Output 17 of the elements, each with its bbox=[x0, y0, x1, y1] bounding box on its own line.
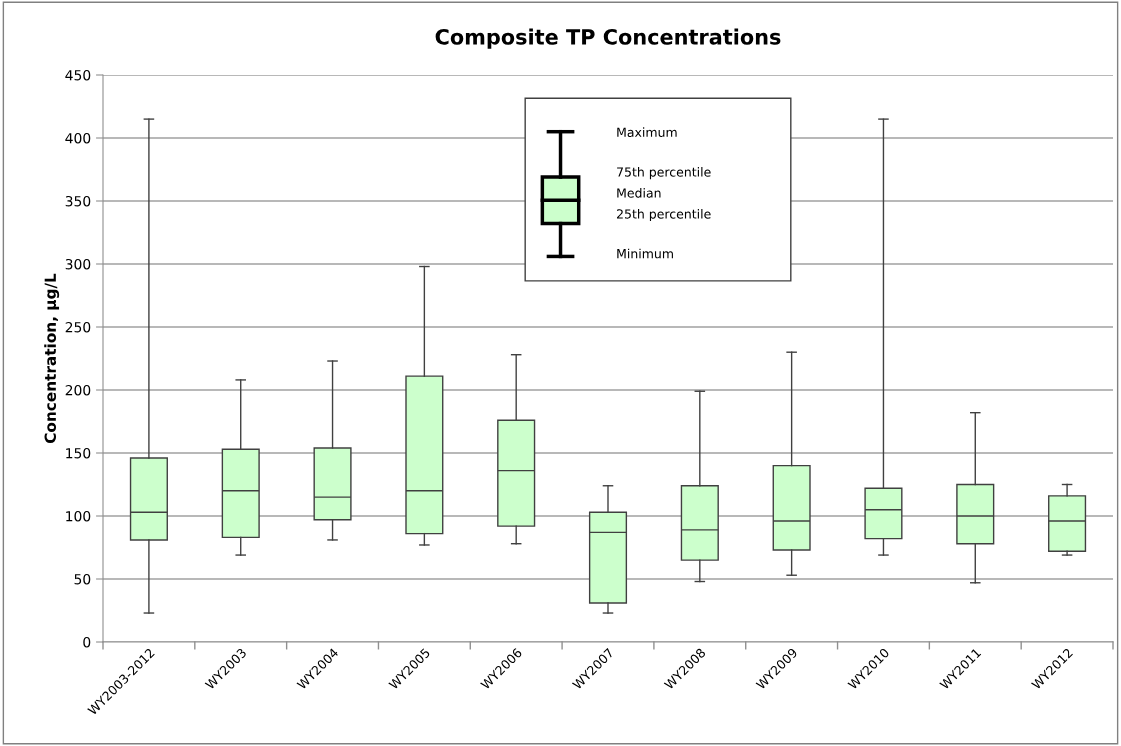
y-tick-label: 50 bbox=[74, 573, 91, 585]
y-axis-title: Concentration, µg/L bbox=[44, 273, 60, 444]
y-tick-label: 150 bbox=[66, 447, 91, 459]
annotation: Minimum bbox=[617, 248, 673, 259]
y-tick-label: 350 bbox=[65, 195, 91, 207]
y-tick-label: 450 bbox=[65, 69, 91, 81]
y-tick-label: 0 bbox=[83, 636, 91, 648]
annotation: Median bbox=[617, 188, 661, 198]
y-tick-label: 300 bbox=[65, 258, 91, 270]
annotation: Maximum bbox=[617, 127, 677, 138]
y-tick-label: 100 bbox=[66, 510, 91, 522]
annotation: 25th percentile bbox=[617, 209, 711, 222]
annotation: 75th percentile bbox=[617, 167, 711, 180]
chart-title: Composite TP Concentrations bbox=[435, 28, 781, 49]
y-tick-label: 200 bbox=[65, 384, 91, 396]
y-tick-label: 250 bbox=[65, 321, 91, 333]
y-tick-label: 400 bbox=[65, 132, 91, 144]
